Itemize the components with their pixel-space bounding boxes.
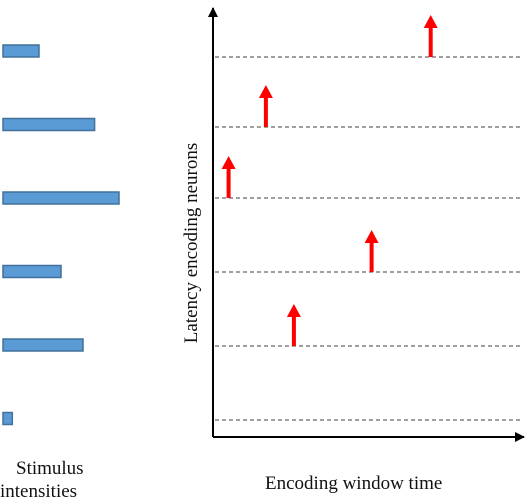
- stimulus-bar: [2, 44, 40, 58]
- stimulus-bar: [2, 117, 96, 132]
- x-axis-label: Encoding window time: [265, 473, 443, 494]
- stimulus-bars: [2, 44, 120, 426]
- spike-arrow: [258, 85, 273, 127]
- stimulus-bar: [2, 338, 84, 352]
- stimulus-bar: [2, 411, 14, 426]
- spike-arrow: [364, 230, 379, 272]
- stimulus-bar: [2, 264, 62, 279]
- spike-arrow: [286, 304, 301, 346]
- stimulus-bar: [2, 191, 120, 205]
- stimulus-label-line2: intensities: [0, 481, 78, 502]
- y-axis-label: Latency encoding neurons: [181, 142, 203, 344]
- spike-arrow: [221, 156, 236, 198]
- stimulus-label-line1: Stimulus: [16, 458, 84, 479]
- spike-arrow: [423, 15, 438, 57]
- spike-arrows: [221, 15, 438, 346]
